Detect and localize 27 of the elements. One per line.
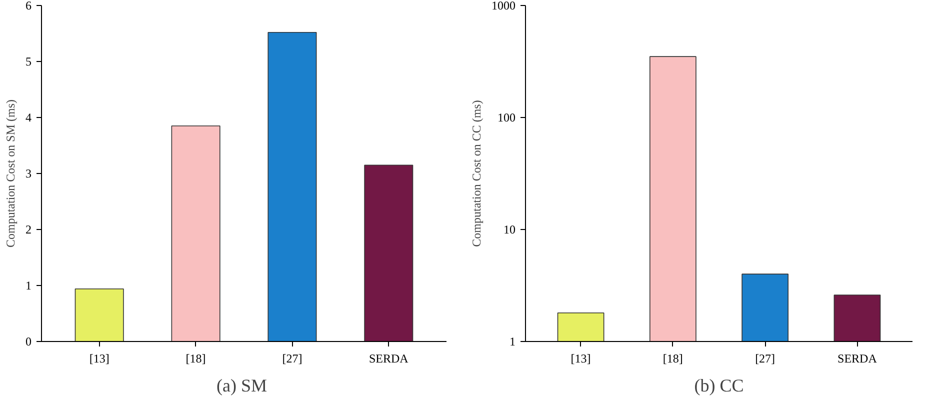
y-tick-label: 3 <box>26 166 32 180</box>
bar <box>268 32 317 342</box>
x-tick-label: [13] <box>570 352 591 366</box>
y-tick-label: 4 <box>26 110 32 124</box>
y-axis-title: Computation Cost on CC (ms) <box>470 100 484 247</box>
y-tick-label: 1000 <box>492 0 516 12</box>
x-tick-label: SERDA <box>838 352 878 366</box>
y-tick-label: 100 <box>498 110 516 124</box>
y-tick-label: 10 <box>504 222 516 236</box>
y-tick-label: 2 <box>26 222 32 236</box>
y-axis-title: Computation Cost on SM (ms) <box>4 99 18 248</box>
x-tick-label: SERDA <box>368 352 409 366</box>
y-tick-label: 1 <box>26 278 32 292</box>
x-tick-label: [18] <box>662 352 683 366</box>
bar <box>74 288 124 342</box>
y-tick-label: 5 <box>26 54 32 68</box>
x-tick-label: [27] <box>282 352 302 366</box>
text: (b) CC <box>694 376 744 396</box>
x-tick-label: [18] <box>186 352 206 366</box>
y-tick-label: 0 <box>26 334 32 348</box>
y-tick-label: 1 <box>510 334 516 348</box>
x-tick-label: [13] <box>89 352 110 366</box>
bar <box>364 164 414 342</box>
y-tick-label: 6 <box>26 0 32 12</box>
text: (a) SM <box>216 376 268 396</box>
x-tick-label: [27] <box>755 352 776 366</box>
bar <box>171 126 220 342</box>
